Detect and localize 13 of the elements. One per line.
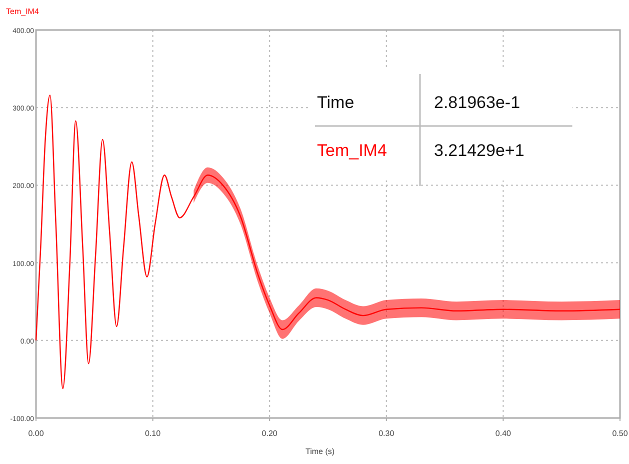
x-tick-label: 0.10 — [145, 429, 162, 438]
line-series — [35, 94, 621, 390]
x-tick-label: 0.00 — [28, 429, 44, 438]
x-axis-title: Time (s) — [305, 447, 335, 456]
text: Tem_IM4 — [6, 7, 40, 16]
annotation: 3.21429e+1 — [434, 141, 524, 160]
x-tick-label: 0.20 — [262, 429, 278, 438]
x-tick-label: 0.40 — [495, 429, 512, 438]
annotation: 2.81963e-1 — [434, 93, 520, 112]
annotation: Time — [317, 93, 354, 112]
x-tick-label: 0.50 — [612, 429, 628, 438]
x-tick-label: 0.30 — [378, 429, 395, 438]
annotation: Tem_IM4 — [317, 141, 387, 160]
